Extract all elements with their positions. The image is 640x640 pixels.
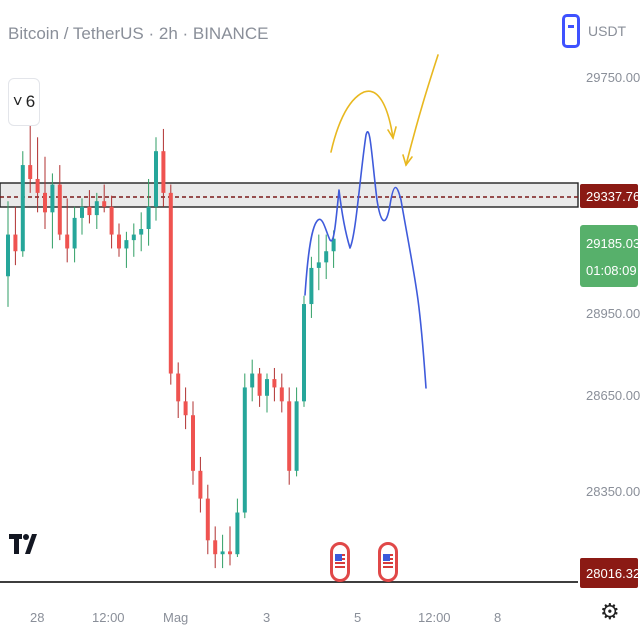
candle-body — [242, 387, 247, 513]
us-flag-event-icon[interactable] — [330, 542, 350, 582]
resistance-zone[interactable] — [0, 182, 579, 208]
candle-body — [324, 251, 329, 263]
last-price-label: 29185.03 — [586, 236, 640, 251]
candle-body — [124, 240, 129, 249]
y-tick-label: 29750.00 — [586, 70, 640, 85]
chevron-down-icon: ˅ — [12, 92, 23, 111]
candle-body — [183, 401, 188, 416]
candle-body — [250, 373, 255, 388]
time-axis[interactable]: 28 12:00 Mag 3 5 12:00 8 — [30, 610, 501, 625]
candle-body — [28, 165, 33, 179]
candle-body — [161, 151, 166, 193]
yellow-arrow-down-line[interactable] — [405, 54, 439, 166]
candle-body — [205, 498, 210, 541]
candle-body — [265, 379, 269, 396]
candle-body — [131, 234, 136, 241]
yellow-arrow-up-head[interactable] — [387, 126, 397, 140]
currency-label: USDT — [588, 23, 627, 39]
candle-body — [309, 267, 314, 305]
x-tick-label: 3 — [263, 610, 270, 625]
currency-icon — [562, 14, 580, 48]
x-tick-label: 28 — [30, 610, 44, 625]
candles-group — [6, 109, 336, 569]
candle-body — [294, 401, 299, 471]
candle-body — [191, 415, 195, 471]
symbol-title[interactable]: Bitcoin / TetherUS · 2h · BINANCE — [8, 24, 269, 43]
candle-body — [139, 229, 144, 235]
indicator-count: 6 — [25, 92, 36, 111]
bar-countdown-label: 01:08:09 — [586, 263, 637, 278]
x-tick-label: 5 — [354, 610, 361, 625]
x-tick-label: 12:00 — [418, 610, 451, 625]
candle-body — [279, 387, 284, 402]
candle-body — [154, 151, 158, 207]
forecast-drawings[interactable] — [304, 54, 439, 389]
candle-body — [57, 184, 62, 235]
candle-body — [43, 192, 47, 213]
indicators-toggle-button[interactable]: ˅ 6 — [8, 78, 40, 126]
candle-body — [13, 234, 18, 252]
support-price-tag — [580, 558, 638, 588]
candle-body — [235, 512, 240, 555]
y-tick-label: 28350.00 — [586, 484, 640, 499]
candle-body — [228, 551, 232, 555]
candle-body — [6, 234, 10, 277]
candle-body — [168, 192, 173, 374]
candle-body — [316, 262, 321, 268]
candle-body — [72, 217, 77, 249]
candle-body — [272, 379, 277, 388]
us-flag-event-icon[interactable] — [378, 542, 398, 582]
candle-body — [213, 540, 218, 555]
candle-body — [35, 178, 40, 193]
price-axis[interactable]: 29750.00 28950.00 28650.00 28350.00 2933… — [580, 70, 640, 588]
resistance-price-tag — [580, 184, 638, 208]
candle-body — [50, 184, 55, 213]
y-tick-label: 28950.00 — [586, 306, 640, 321]
candle-body — [220, 551, 225, 555]
resistance-price-label: 29337.76 — [586, 189, 640, 204]
candle-body — [146, 206, 151, 230]
candle-body — [94, 201, 99, 216]
tradingview-logo-icon — [9, 534, 37, 554]
candle-body — [257, 373, 262, 396]
x-tick-label: 12:00 — [92, 610, 125, 625]
yellow-arrow-down-head[interactable] — [402, 154, 413, 167]
candle-body — [80, 206, 84, 218]
candle-body — [117, 234, 121, 249]
currency-selector[interactable]: USDT — [562, 14, 626, 48]
candle-body — [176, 373, 181, 402]
candle-body — [102, 201, 107, 207]
x-tick-label: Mag — [163, 610, 188, 625]
candle-body — [20, 165, 25, 252]
candle-body — [331, 238, 336, 252]
gear-icon[interactable]: ⚙ — [600, 600, 620, 625]
x-tick-label: 8 — [494, 610, 501, 625]
candle-body — [65, 234, 70, 249]
candle-body — [302, 304, 306, 402]
candle-body — [87, 206, 92, 216]
candle-body — [109, 206, 114, 235]
candle-body — [287, 401, 292, 471]
y-tick-label: 28650.00 — [586, 388, 640, 403]
yellow-arrow-up-curve[interactable] — [330, 90, 394, 153]
candle-body — [198, 470, 203, 499]
blue-forecast-path[interactable] — [304, 131, 427, 389]
support-price-label: 28016.32 — [586, 566, 640, 581]
last-price-tag — [580, 225, 638, 287]
plot-area[interactable] — [0, 54, 579, 583]
